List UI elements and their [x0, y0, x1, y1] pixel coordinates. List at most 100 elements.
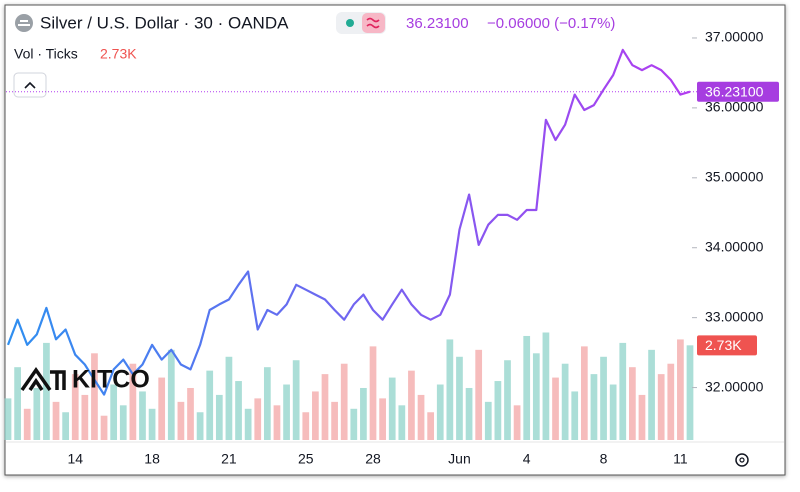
- volume-bar: [129, 363, 137, 440]
- volume-bar: [81, 394, 89, 440]
- volume-bar: [100, 415, 108, 440]
- volume-bar: [43, 342, 50, 440]
- y-tick-label: 35.00000: [705, 169, 764, 185]
- volume-bar: [677, 339, 684, 440]
- volume-bar: [600, 356, 607, 440]
- price-line: [6, 48, 691, 396]
- volume-bar: [561, 363, 569, 440]
- chart-title: Silver / U.S. Dollar · 30 · OANDA: [40, 13, 289, 32]
- volume-bar: [273, 405, 281, 440]
- volume-bar: [177, 401, 185, 440]
- volume-bar: [456, 356, 463, 440]
- volume-bar: [331, 401, 338, 440]
- delay-icon: [366, 17, 380, 29]
- volume-bar: [504, 360, 511, 440]
- last-price-tag-label: 36.23100: [705, 83, 764, 99]
- volume-bar: [196, 412, 204, 440]
- collapse-button[interactable]: [13, 72, 47, 98]
- volume-bar: [225, 356, 233, 440]
- x-tick-label: 25: [298, 451, 314, 467]
- last-price-tag: [697, 81, 779, 102]
- volume-bar: [119, 405, 127, 440]
- volume-bar: [350, 408, 358, 440]
- volume-bar: [388, 377, 396, 440]
- volume-bar: [312, 391, 319, 440]
- logo: KITCO: [72, 366, 150, 394]
- volume-bar: [513, 405, 521, 440]
- volume-bar: [542, 332, 550, 440]
- volume-bar: [523, 335, 531, 440]
- market-open-dot: [346, 19, 354, 27]
- volume-bar: [167, 349, 175, 440]
- volume-bar: [590, 374, 598, 440]
- volume-bar: [369, 346, 377, 440]
- volume-bar: [686, 345, 694, 440]
- volume-tag-label: 2.73K: [705, 337, 742, 353]
- volume-bar: [465, 387, 473, 440]
- volume-bar: [283, 384, 290, 440]
- volume-bar: [552, 377, 559, 440]
- volume-value: 2.73K: [100, 46, 137, 62]
- volume-bar: [398, 405, 406, 440]
- volume-bar: [302, 412, 310, 440]
- volume-bar: [484, 401, 492, 440]
- y-tick-label: 34.00000: [705, 238, 764, 254]
- volume-bar: [235, 381, 242, 440]
- volume-bar: [629, 367, 636, 440]
- volume-layer: [4, 332, 694, 440]
- volume-bar: [638, 394, 646, 440]
- x-tick-label: Jun: [448, 451, 471, 467]
- settings-button[interactable]: [735, 453, 749, 467]
- delay-badge: [362, 13, 385, 33]
- volume-bar: [139, 391, 146, 440]
- price-change: −0.06000 (−0.17%): [487, 15, 615, 32]
- logo-mark: [20, 366, 66, 392]
- volume-bar: [206, 370, 214, 440]
- volume-bar: [475, 349, 483, 440]
- volume-bar: [52, 401, 60, 440]
- volume-bar: [532, 353, 540, 440]
- volume-bar: [379, 398, 386, 440]
- last-price: 36.23100: [406, 15, 469, 32]
- volume-bar: [71, 374, 79, 440]
- y-tick-label: 37.00000: [705, 29, 764, 45]
- collapse-icon: [24, 81, 36, 89]
- volume-bar: [571, 391, 579, 440]
- volume-bar: [33, 387, 41, 440]
- volume-bar: [446, 339, 454, 440]
- volume-bar: [580, 346, 588, 440]
- volume-title: Vol · Ticks: [14, 46, 78, 62]
- y-tick-label: 32.00000: [705, 378, 764, 394]
- volume-bar: [427, 412, 435, 440]
- volume-bar: [657, 374, 665, 440]
- volume-bar: [215, 394, 223, 440]
- volume-bar: [494, 381, 502, 440]
- x-tick-label: 4: [523, 451, 531, 467]
- x-tick-label: 21: [221, 451, 237, 467]
- volume-bar: [436, 384, 444, 440]
- volume-bar: [23, 408, 31, 440]
- volume-bar: [158, 377, 166, 440]
- volume-bar: [91, 353, 98, 440]
- volume-bar: [417, 394, 425, 440]
- x-tick-label: 28: [365, 451, 381, 467]
- volume-bar: [148, 408, 156, 440]
- volume-bar: [263, 367, 271, 440]
- x-tick-label: 18: [144, 451, 160, 467]
- x-tick-label: 8: [600, 451, 608, 467]
- volume-bar: [408, 370, 415, 440]
- volume-bar: [321, 374, 329, 440]
- volume-bar: [62, 412, 69, 440]
- volume-bar: [648, 349, 655, 440]
- y-tick-label: 36.00000: [705, 99, 764, 115]
- volume-bar: [619, 342, 627, 440]
- x-tick-label: 14: [67, 451, 83, 467]
- volume-bar: [244, 408, 252, 440]
- volume-bar: [292, 360, 300, 440]
- volume-bar: [609, 384, 617, 440]
- volume-bar: [340, 363, 348, 440]
- volume-bar: [187, 387, 194, 440]
- y-tick-label: 33.00000: [705, 308, 764, 324]
- symbol-icon: [15, 14, 33, 32]
